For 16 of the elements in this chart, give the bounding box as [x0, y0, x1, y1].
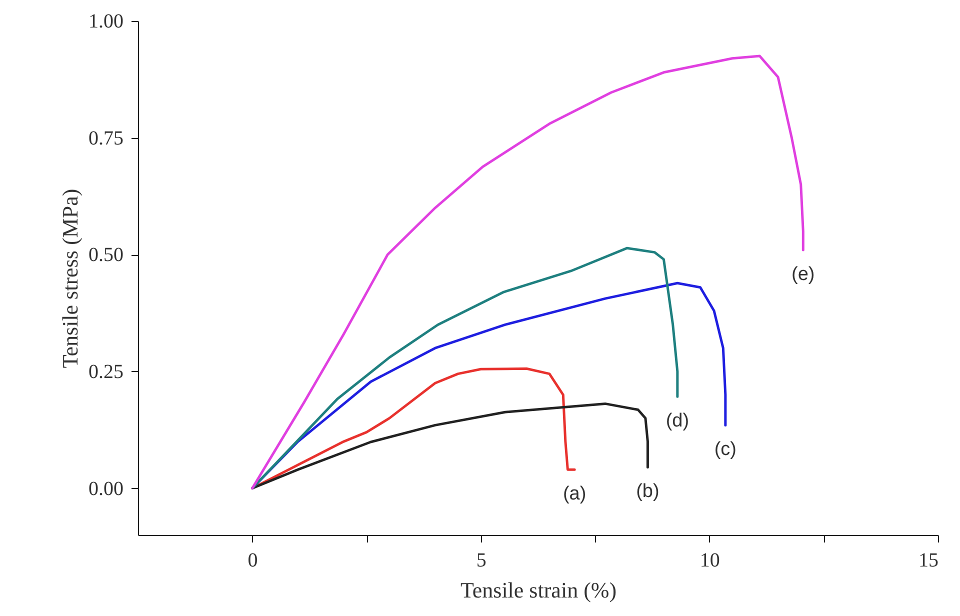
x-axis-title: Tensile strain (%)	[460, 578, 617, 602]
series-label: (a)	[562, 484, 586, 505]
series-label: (b)	[636, 481, 660, 502]
x-tick-label: 0	[248, 550, 258, 572]
series-label: (e)	[792, 264, 815, 285]
x-tick-label: 10	[700, 550, 720, 572]
series-label: (c)	[714, 439, 737, 460]
y-tick-label: 0.50	[88, 244, 124, 266]
y-axis-title: Tensile stress (MPa)	[58, 188, 82, 368]
x-tick-label: 15	[918, 550, 938, 572]
y-tick-label: 0.25	[88, 360, 124, 383]
y-tick-label: 0.75	[88, 127, 124, 150]
series-label: (d)	[666, 410, 690, 432]
y-tick-label: 0.00	[88, 478, 124, 500]
x-tick-label: 5	[476, 550, 486, 572]
y-tick-label: 1.00	[88, 10, 124, 32]
